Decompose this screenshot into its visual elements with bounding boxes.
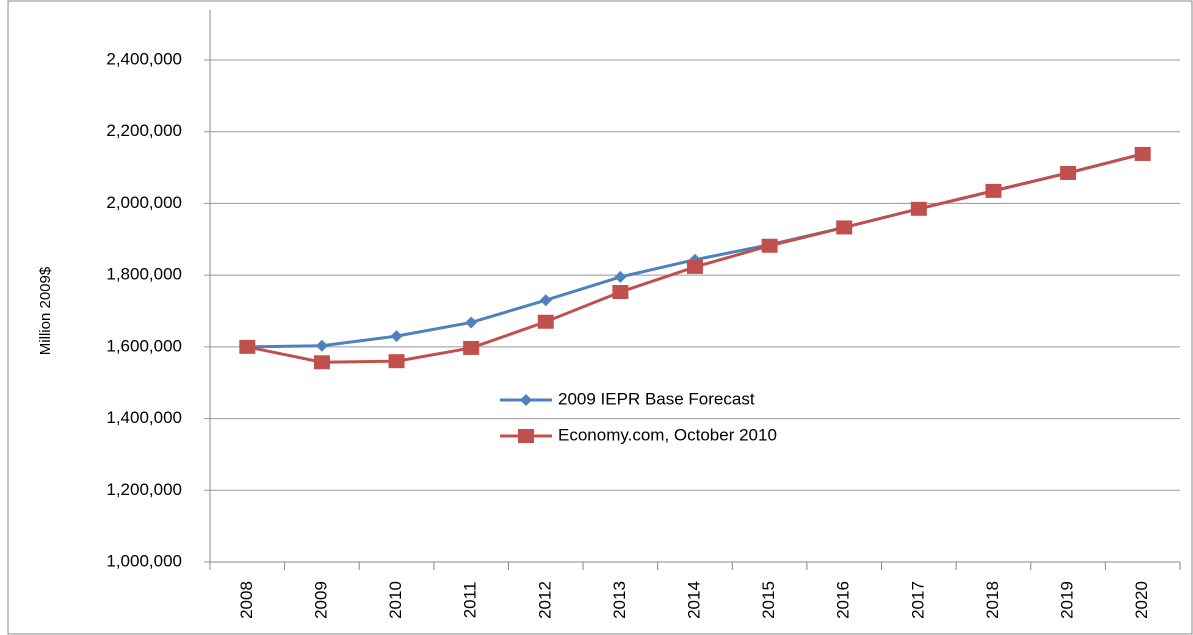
y-tick-label: 2,200,000 [106,121,182,140]
marker [985,183,1002,198]
marker [390,330,403,343]
marker [1060,165,1077,180]
marker [836,220,853,235]
y-tick-label: 2,000,000 [106,193,182,212]
x-tick-label: 2018 [983,581,1002,619]
x-tick-label: 2017 [908,581,927,619]
x-tick-label: 2012 [535,581,554,619]
chart-border [7,0,1193,635]
x-tick-label: 2019 [1058,581,1077,619]
legend-label: Economy.com, October 2010 [558,425,777,444]
series-line [247,152,1144,349]
x-tick-label: 2013 [610,581,629,619]
marker [239,339,256,354]
x-tick-label: 2020 [1132,581,1151,619]
marker [463,340,480,355]
marker [612,284,629,299]
marker [687,259,703,274]
marker [518,429,534,443]
x-tick-label: 2016 [834,581,853,619]
y-tick-label: 1,600,000 [106,336,182,355]
marker [910,201,927,216]
marker [315,339,328,352]
y-tick-label: 2,400,000 [106,49,182,68]
x-tick-label: 2009 [311,581,330,619]
marker [614,270,627,283]
x-tick-label: 2008 [237,581,256,619]
marker [313,355,330,370]
x-tick-label: 2014 [684,581,703,619]
y-tick-label: 1,200,000 [106,480,182,499]
marker [388,354,405,369]
marker [465,316,478,329]
marker [1134,146,1151,161]
x-tick-label: 2010 [386,581,405,619]
y-axis-label: Million 2009$ [37,266,54,355]
marker [761,238,778,253]
x-tick-label: 2015 [759,581,778,619]
y-tick-label: 1,800,000 [106,265,182,284]
x-tick-label: 2011 [461,582,480,619]
marker [539,294,552,307]
marker [520,394,532,406]
marker [537,314,554,329]
legend-label: 2009 IEPR Base Forecast [558,389,755,408]
y-tick-label: 1,000,000 [106,551,182,570]
y-tick-label: 1,400,000 [106,408,182,427]
